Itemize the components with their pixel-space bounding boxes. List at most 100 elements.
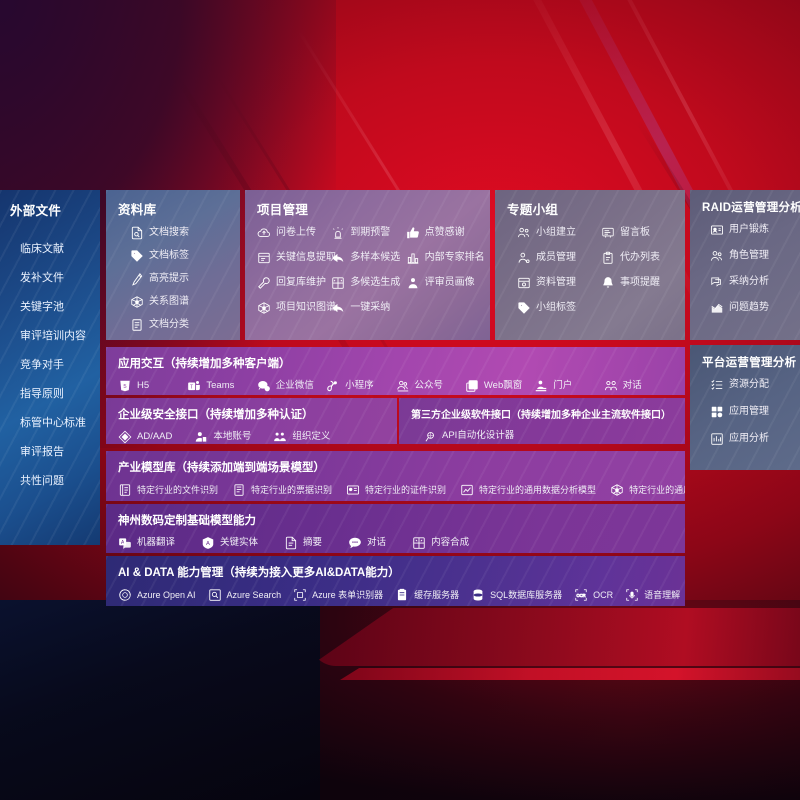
checklist-icon: [710, 378, 724, 392]
project-item-thanks[interactable]: 点赞感谢: [406, 226, 480, 240]
project-item-multi-sample[interactable]: 多样本候选: [331, 251, 405, 265]
security-item-org-definition[interactable]: 组织定义: [273, 430, 330, 444]
group-item-reminder[interactable]: 事项提醒: [591, 276, 675, 290]
h5-badge-icon: 5: [118, 379, 132, 393]
industry-item-knowledge-graph-model[interactable]: 特定行业的通用知识图谱模型: [610, 483, 685, 497]
project-item-expiry-alert[interactable]: 到期预警: [331, 226, 405, 240]
interaction-item-wechat-work[interactable]: 企业微信: [257, 379, 326, 393]
industry-item-receipt-recognition[interactable]: 特定行业的票据识别: [232, 483, 332, 497]
aidata-item-cache-server[interactable]: 缓存服务器: [395, 588, 459, 602]
interaction-item-h5[interactable]: 5 H5: [118, 379, 187, 393]
group-item-create[interactable]: 小组建立: [507, 226, 591, 240]
library-item-label: 文档搜索: [149, 227, 189, 238]
sidebar-item-4[interactable]: 竞争对手: [20, 358, 64, 371]
aidata-item-label: SQL数据库服务器: [490, 589, 563, 600]
security-item-label: 组织定义: [292, 431, 331, 443]
industry-item-data-analysis-model[interactable]: 特定行业的通用数据分析模型: [460, 483, 596, 497]
basemodel-item-label: 关键实体: [220, 537, 259, 549]
group-item-data-mgmt[interactable]: 资料管理: [507, 276, 591, 290]
sidebar-item-6[interactable]: 标管中心标准: [20, 416, 86, 429]
interaction-item-portal[interactable]: 门户: [534, 379, 603, 393]
panel-project-management: 项目管理 问卷上传 到期预警 点赞感谢 关键信息提取 多样本候选: [245, 190, 490, 340]
thirdparty-item-list: API自动化设计器: [411, 429, 673, 443]
raid-item-adoption[interactable]: 采纳分析: [702, 275, 790, 289]
interaction-item-web-popup[interactable]: Web飘窗: [465, 379, 534, 393]
library-item-doc-tag[interactable]: 文档标签: [118, 249, 230, 263]
sidebar-item-5[interactable]: 指导原则: [20, 387, 64, 400]
platform-item-resource[interactable]: 资源分配: [702, 378, 790, 392]
basemodel-item-list: A 机器翻译 A 关键实体 摘要 对话 内容合成: [118, 536, 673, 550]
bar-industry-model-library: 产业模型库（持续添加端到端场景模型） 特定行业的文件识别 特定行业的票据识别 特…: [106, 451, 685, 501]
project-item-knowledge-graph[interactable]: 项目知识图谱: [257, 301, 336, 315]
aidata-item-voice-understanding[interactable]: 语音理解: [625, 588, 680, 602]
cache-server-icon: [395, 588, 409, 602]
industry-item-list: 特定行业的文件识别 特定行业的票据识别 特定行业的证件识别 特定行业的通用数据分…: [118, 483, 685, 497]
raid-item-user[interactable]: 用户锻炼: [702, 223, 790, 237]
basemodel-item-summary[interactable]: 摘要: [284, 536, 322, 550]
thumbs-up-icon: [406, 226, 420, 240]
api-gear-icon: [423, 429, 437, 443]
panel-platform-analysis: 平台运营管理分析 资源分配 应用管理 应用分析: [690, 345, 800, 470]
group-item-todo-list[interactable]: 代办列表: [591, 251, 675, 265]
app-analysis-icon: [710, 432, 724, 446]
aidata-item-form-recognizer[interactable]: Azure 表单识别器: [293, 588, 383, 602]
aidata-item-azure-openai[interactable]: Azure Open AI: [118, 588, 196, 602]
group-item-member-mgmt[interactable]: 成员管理: [507, 251, 591, 265]
library-item-knowledge-graph[interactable]: 关系图谱: [118, 295, 230, 309]
project-item-label: 问卷上传: [276, 227, 316, 238]
interaction-item-miniprogram[interactable]: 小程序: [326, 379, 395, 393]
basemodel-item-entity[interactable]: A 关键实体: [201, 536, 258, 550]
interaction-item-label: 企业微信: [275, 380, 314, 392]
openai-spiral-icon: [118, 588, 132, 602]
industry-item-idcard-recognition[interactable]: 特定行业的证件识别: [346, 483, 446, 497]
project-item-reply-library[interactable]: 回复库维护: [257, 276, 331, 290]
form-recognizer-icon: [293, 588, 307, 602]
sidebar-item-7[interactable]: 审评报告: [20, 445, 64, 458]
industry-item-file-recognition[interactable]: 特定行业的文件识别: [118, 483, 218, 497]
project-item-expert-rank[interactable]: 内部专家排名: [406, 251, 485, 265]
thirdparty-item-api-designer[interactable]: API自动化设计器: [411, 429, 514, 443]
project-item-label: 多样本候选: [350, 252, 401, 263]
sidebar-item-3[interactable]: 审评培训内容: [20, 329, 86, 342]
security-item-label: AD/AAD: [137, 431, 173, 443]
interaction-item-dialog[interactable]: 对话: [604, 379, 673, 393]
platform-item-app-mgmt[interactable]: 应用管理: [702, 405, 790, 419]
sidebar-item-0[interactable]: 临床文献: [20, 242, 64, 255]
library-item-highlight[interactable]: 高亮提示: [118, 272, 230, 286]
grid-expand-icon: [331, 276, 345, 290]
raid-item-trend[interactable]: 问题趋势: [702, 301, 790, 315]
security-item-local-account[interactable]: 本地账号: [194, 430, 251, 444]
project-item-multi-candidate[interactable]: 多候选生成: [331, 276, 405, 290]
aidata-item-azure-search[interactable]: Azure Search: [208, 588, 281, 602]
panel-project-title: 项目管理: [257, 203, 309, 217]
bar-application-interaction: 应用交互（持续增加多种客户端） 5 H5 T Teams 企业微信 小程序 公众…: [106, 347, 685, 395]
bar-base-model-capability: 神州数码定制基础模型能力 A 机器翻译 A 关键实体 摘要 对话 内容合成: [106, 504, 685, 553]
project-item-questionnaire-upload[interactable]: 问卷上传: [257, 226, 331, 240]
interaction-item-official-account[interactable]: 公众号: [396, 379, 465, 393]
raid-item-role[interactable]: 角色管理: [702, 249, 790, 263]
platform-item-app-analysis[interactable]: 应用分析: [702, 432, 790, 446]
sidebar-item-1[interactable]: 发补文件: [20, 271, 64, 284]
sidebar-item-8[interactable]: 共性问题: [20, 474, 64, 487]
project-item-key-info-extract[interactable]: 关键信息提取: [257, 251, 336, 265]
basemodel-item-content-synthesis[interactable]: 内容合成: [412, 536, 469, 550]
security-item-ad-aad[interactable]: AD/AAD: [118, 430, 172, 444]
file-recognize-icon: [118, 483, 132, 497]
interaction-item-teams[interactable]: T Teams: [187, 379, 256, 393]
project-item-reviewer-profile[interactable]: 评审员画像: [406, 276, 480, 290]
group-item-message-board[interactable]: 留言板: [591, 226, 675, 240]
people-add-icon: [517, 226, 531, 240]
basemodel-item-dialog[interactable]: 对话: [348, 536, 386, 550]
aidata-item-ocr[interactable]: OCR OCR: [574, 588, 613, 602]
basemodel-item-translate[interactable]: A 机器翻译: [118, 536, 175, 550]
sidebar-item-2[interactable]: 关键字池: [20, 300, 64, 313]
library-item-doc-category[interactable]: 文档分类: [118, 318, 230, 332]
aidata-item-sql-server[interactable]: SQL数据库服务器: [471, 588, 562, 602]
bar-interaction-title: 应用交互（持续增加多种客户端）: [118, 358, 291, 370]
project-item-one-click-adopt[interactable]: 一键采纳: [331, 301, 405, 315]
industry-item-label: 特定行业的通用知识图谱模型: [629, 484, 685, 495]
group-item-tag[interactable]: 小组标签: [507, 301, 591, 315]
bar-aidata-title: AI & DATA 能力管理（持续为接入更多AI&DATA能力）: [118, 567, 400, 579]
library-item-doc-search[interactable]: 文档搜索: [118, 226, 230, 240]
wechat-work-icon: [257, 379, 271, 393]
